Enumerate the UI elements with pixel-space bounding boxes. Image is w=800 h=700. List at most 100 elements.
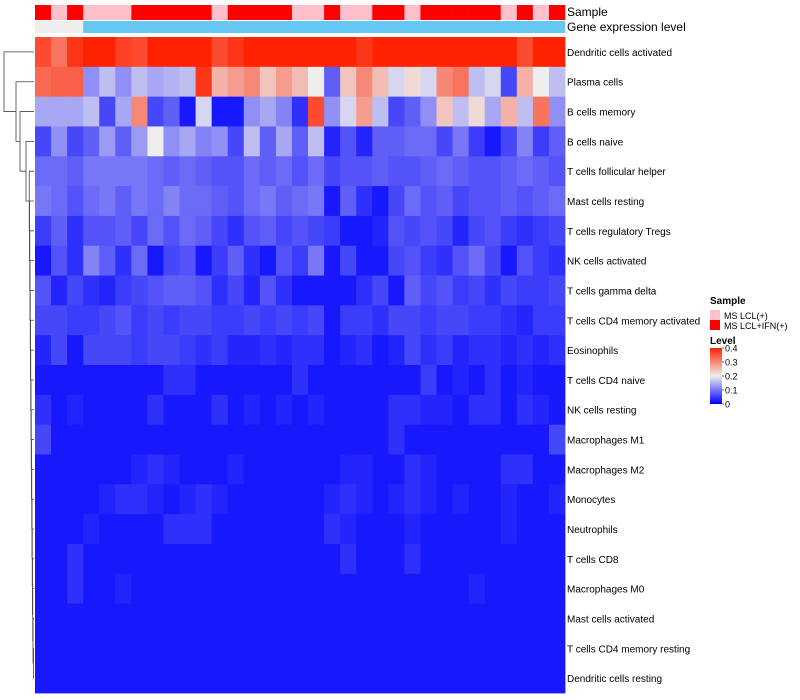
gene-expression-track xyxy=(35,21,565,33)
heatmap-cell xyxy=(420,424,437,455)
heatmap-cell xyxy=(404,633,421,664)
heatmap-cell xyxy=(259,663,277,694)
heatmap-cell xyxy=(291,543,309,575)
heatmap-cell xyxy=(211,96,229,127)
heatmap-cell xyxy=(388,335,405,366)
heatmap-cell xyxy=(83,37,100,68)
heatmap-cell xyxy=(404,573,421,604)
heatmap-cell xyxy=(259,573,277,604)
legend-level-tick-label: 0.1 xyxy=(725,386,738,396)
legend-sample-swatch xyxy=(710,310,720,320)
heatmap-cell xyxy=(259,245,277,276)
heatmap-cell xyxy=(468,394,486,426)
heatmap-cell xyxy=(291,633,309,664)
heatmap-cell xyxy=(372,424,389,455)
heatmap-cell xyxy=(324,215,341,247)
heatmap-cell xyxy=(259,365,277,396)
heatmap-cell xyxy=(131,186,148,217)
heatmap-cell xyxy=(516,543,534,575)
heatmap-cell xyxy=(548,514,566,545)
heatmap-cell xyxy=(308,245,325,276)
heatmap-cell xyxy=(436,514,453,545)
heatmap-cell xyxy=(436,305,453,336)
heatmap-cell xyxy=(115,215,132,247)
heatmap-cell xyxy=(147,633,164,664)
heatmap-cell xyxy=(356,37,373,68)
heatmap-cell xyxy=(67,573,84,604)
heatmap-cell xyxy=(452,335,470,366)
heatmap-cell xyxy=(516,603,534,634)
heatmap-cell xyxy=(308,66,325,98)
heatmap-cell xyxy=(243,66,261,98)
heatmap-cell xyxy=(388,424,405,455)
heatmap-cell xyxy=(532,305,550,336)
heatmap-cell xyxy=(195,365,213,396)
heatmap-cell xyxy=(67,305,84,336)
heatmap-cell xyxy=(243,156,261,187)
heatmap-cell xyxy=(532,126,550,157)
heatmap-cell xyxy=(275,424,293,455)
heatmap-cell xyxy=(259,215,277,247)
heatmap-cell xyxy=(372,186,389,217)
heatmap-cell xyxy=(227,37,245,68)
sample-track-cell xyxy=(532,5,550,20)
sample-track-cell xyxy=(452,5,469,20)
heatmap-cell xyxy=(340,156,357,187)
heatmap-cell xyxy=(115,424,132,455)
sample-track-cell xyxy=(356,5,373,20)
heatmap-cell xyxy=(356,424,373,455)
heatmap-cell xyxy=(372,215,389,247)
heatmap-cell xyxy=(356,603,373,634)
sample-track-cell xyxy=(243,5,261,20)
heatmap-cell xyxy=(372,275,389,306)
heatmap-cell xyxy=(243,335,261,366)
heatmap-cell xyxy=(340,484,357,515)
heatmap-cell xyxy=(548,484,566,515)
heatmap-cell xyxy=(35,454,52,485)
heatmap-cell xyxy=(115,335,132,366)
heatmap-cell xyxy=(99,126,116,157)
heatmap-cell xyxy=(51,156,68,187)
heatmap-cell xyxy=(532,424,550,455)
heatmap-cell xyxy=(131,305,148,336)
heatmap-cell xyxy=(532,484,550,515)
heatmap-cell xyxy=(147,37,164,68)
heatmap-cell xyxy=(516,484,534,515)
heatmap-cell xyxy=(67,275,84,306)
heatmap-cell xyxy=(179,633,197,664)
heatmap-cell xyxy=(548,394,566,426)
heatmap-cell xyxy=(308,394,325,426)
heatmap-cell xyxy=(195,424,213,455)
heatmap-cell xyxy=(308,126,325,157)
heatmap-cell xyxy=(372,573,389,604)
heatmap-cell xyxy=(356,215,373,247)
heatmap-cell xyxy=(436,66,453,98)
heatmap-cell xyxy=(468,66,486,98)
heatmap-cell xyxy=(115,454,132,485)
heatmap-cell xyxy=(259,603,277,634)
heatmap-cell xyxy=(388,454,405,485)
heatmap-cell xyxy=(115,514,132,545)
heatmap-cell xyxy=(420,305,437,336)
heatmap-cell xyxy=(548,663,566,694)
heatmap-cell xyxy=(356,66,373,98)
heatmap-cell xyxy=(356,365,373,396)
heatmap-cell xyxy=(147,663,164,694)
heatmap-cell xyxy=(484,484,502,515)
heatmap-cell xyxy=(147,335,164,366)
heatmap-cell xyxy=(243,603,261,634)
heatmap-cell xyxy=(532,573,550,604)
heatmap-cell xyxy=(211,543,229,575)
heatmap-cell xyxy=(211,394,229,426)
heatmap-cell xyxy=(83,126,100,157)
heatmap-cell xyxy=(404,305,421,336)
heatmap-cell xyxy=(404,66,421,98)
heatmap-cell xyxy=(35,156,52,187)
dendrogram-branch xyxy=(3,51,34,112)
heatmap-cell xyxy=(532,365,550,396)
heatmap-cell xyxy=(516,215,534,247)
heatmap-cell xyxy=(452,663,470,694)
heatmap-cell xyxy=(291,156,309,187)
row-label: T cells regulatory Tregs xyxy=(567,227,671,238)
heatmap-cell xyxy=(131,663,148,694)
